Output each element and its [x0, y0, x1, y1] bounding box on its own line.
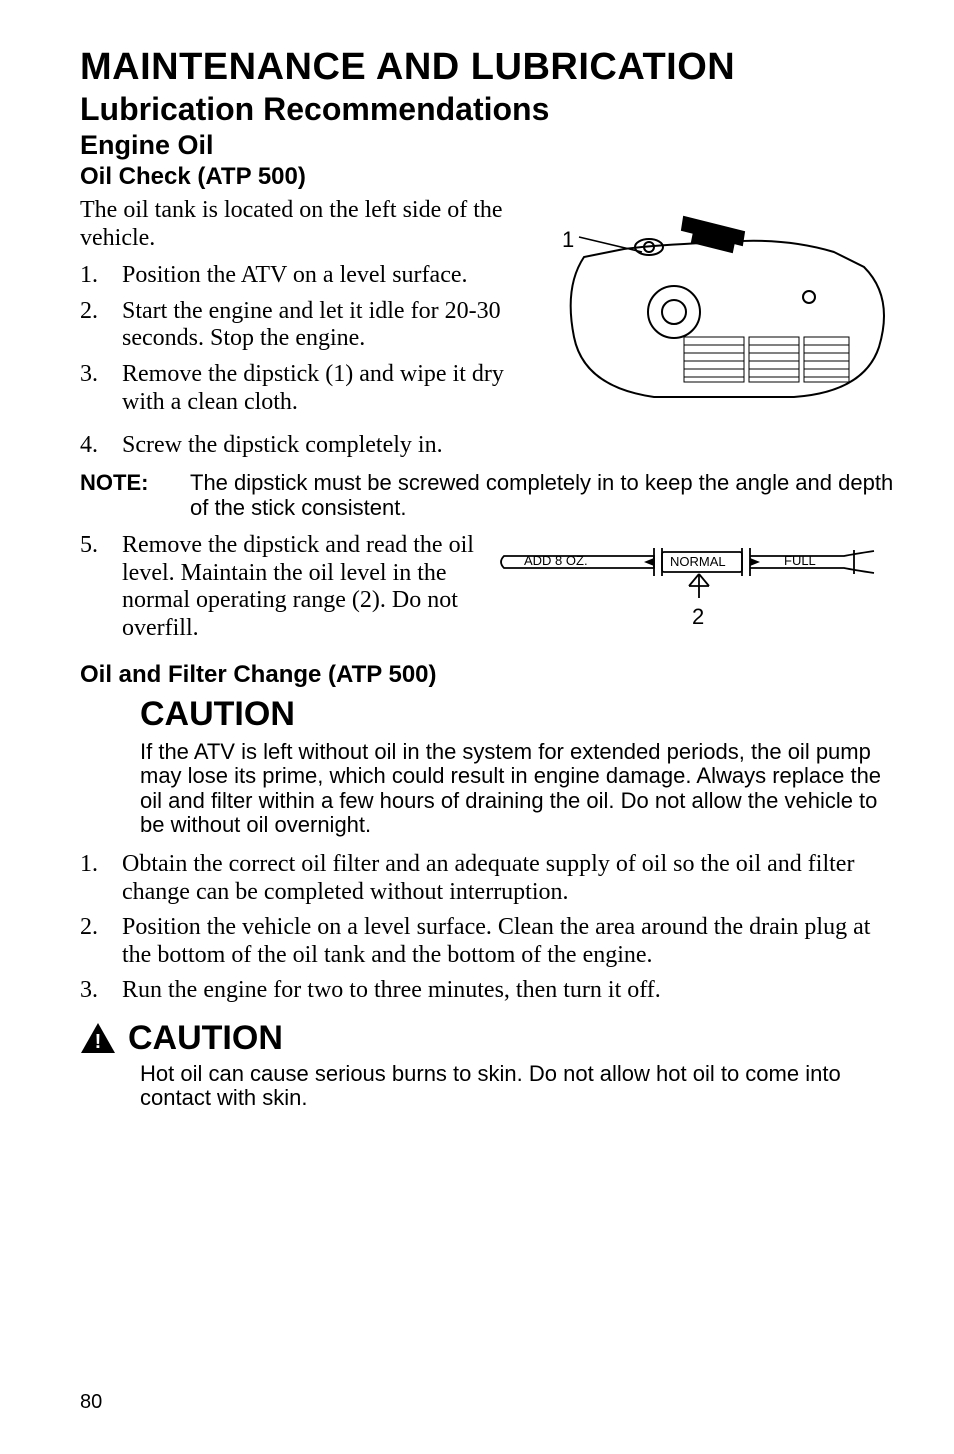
- step-text: Screw the dipstick completely in.: [122, 432, 894, 460]
- section-title: Lubrication Recommendations: [80, 91, 894, 128]
- step-number: 3.: [80, 977, 122, 1005]
- page-number: 80: [80, 1391, 102, 1414]
- note-label: NOTE:: [80, 470, 190, 521]
- caution-heading-1: CAUTION: [140, 695, 894, 734]
- procedure-title-a: Oil Check (ATP 500): [80, 163, 894, 191]
- steps-list-a-5: 5.Remove the dipstick and read the oil l…: [80, 532, 474, 642]
- fig2-full-label: FULL: [784, 553, 816, 568]
- step-text: Obtain the correct oil filter and an ade…: [122, 851, 894, 906]
- step-number: 5.: [80, 532, 122, 642]
- fig2-normal-label: NORMAL: [670, 554, 726, 569]
- step-number: 1.: [80, 851, 122, 906]
- caution-heading-2: CAUTION: [128, 1019, 283, 1058]
- step-number: 1.: [80, 262, 122, 290]
- procedure-title-b: Oil and Filter Change (ATP 500): [80, 661, 894, 689]
- intro-text: The oil tank is located on the left side…: [80, 197, 514, 252]
- warning-triangle-icon: !: [80, 1022, 116, 1054]
- step-text: Remove the dipstick and read the oil lev…: [122, 532, 474, 642]
- step-number: 3.: [80, 361, 122, 416]
- step-text: Run the engine for two to three minutes,…: [122, 977, 894, 1005]
- fig2-add-label: ADD 8 OZ.: [524, 553, 588, 568]
- step-text: Position the vehicle on a level surface.…: [122, 914, 894, 969]
- step-text: Start the engine and let it idle for 20-…: [122, 298, 514, 353]
- page-title: MAINTENANCE AND LUBRICATION: [80, 46, 894, 89]
- caution-text-1: If the ATV is left without oil in the sy…: [140, 740, 894, 837]
- svg-text:!: !: [95, 1031, 102, 1053]
- steps-list-b: 1.Obtain the correct oil filter and an a…: [80, 851, 894, 1005]
- fig2-callout: 2: [692, 604, 704, 629]
- steps-list-a: 1.Position the ATV on a level surface. 2…: [80, 262, 514, 416]
- step-text: Remove the dipstick (1) and wipe it dry …: [122, 361, 514, 416]
- step-text: Position the ATV on a level surface.: [122, 262, 514, 290]
- note-text: The dipstick must be screwed completely …: [190, 470, 894, 521]
- step-number: 4.: [80, 432, 122, 460]
- figure-dipstick: ADD 8 OZ. NORMAL FULL 2: [494, 532, 894, 651]
- step-number: 2.: [80, 914, 122, 969]
- figure-oil-tank: 1: [534, 197, 894, 432]
- note-block: NOTE: The dipstick must be screwed compl…: [80, 470, 894, 521]
- fig1-callout: 1: [562, 227, 574, 252]
- caution-text-2: Hot oil can cause serious burns to skin.…: [140, 1062, 894, 1110]
- subsection-title: Engine Oil: [80, 130, 894, 161]
- steps-list-a-cont: 4.Screw the dipstick completely in.: [80, 432, 894, 460]
- step-number: 2.: [80, 298, 122, 353]
